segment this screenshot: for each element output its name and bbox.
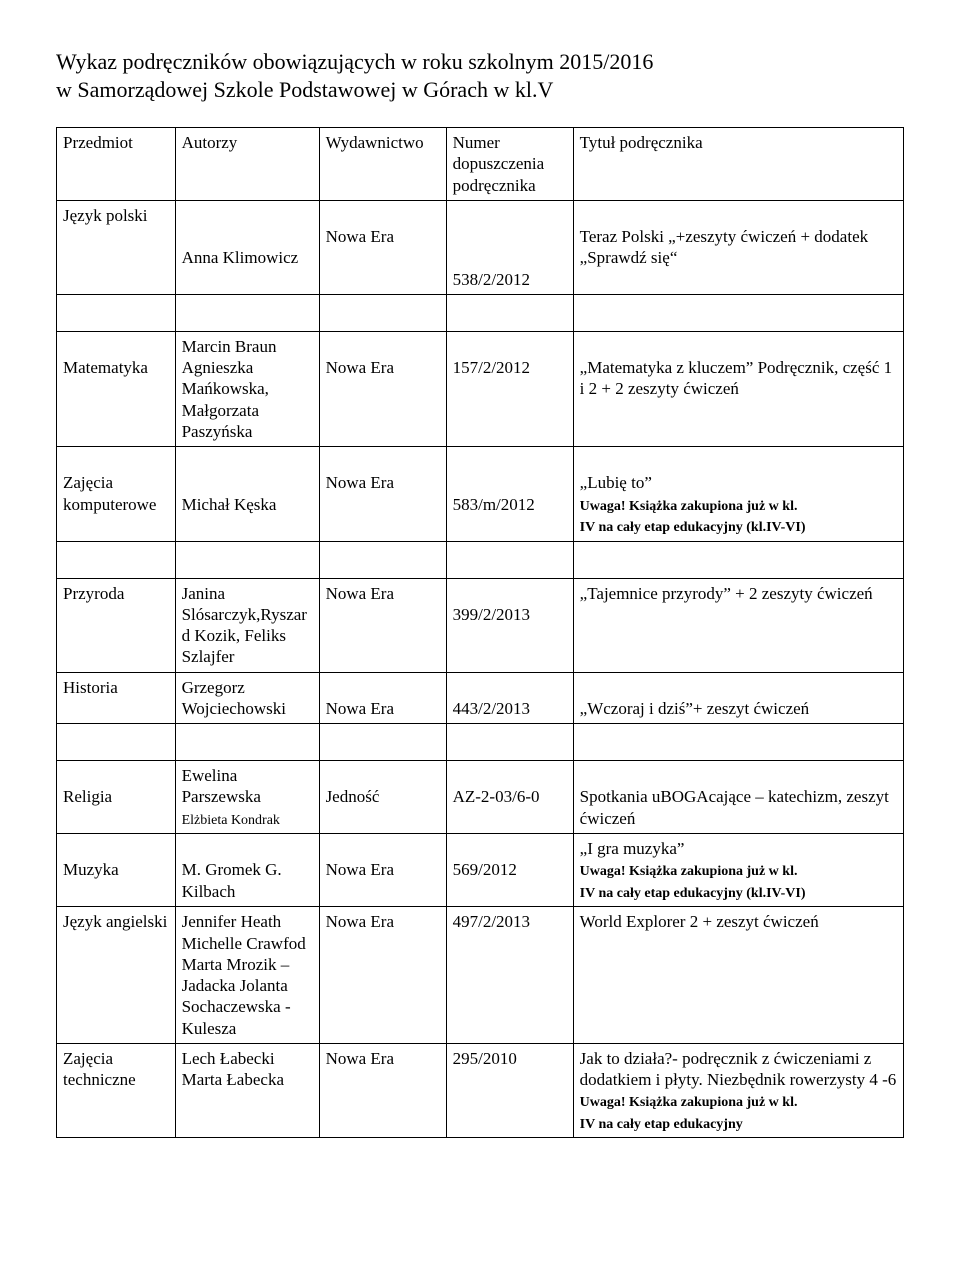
- cell-przedmiot: Matematyka: [57, 331, 176, 446]
- header-autorzy: Autorzy: [175, 128, 319, 201]
- table-row: Język polski Anna Klimowicz Nowa Era 538…: [57, 200, 904, 294]
- cell-numer: 497/2/2013: [446, 907, 573, 1044]
- header-wydawnictwo: Wydawnictwo: [319, 128, 446, 201]
- cell-wyd: Nowa Era: [319, 907, 446, 1044]
- cell-numer: 295/2010: [446, 1043, 573, 1138]
- table-row: Zajęcia techniczne Lech Łabecki Marta Ła…: [57, 1043, 904, 1138]
- cell-autorzy: Marcin Braun Agnieszka Mańkowska, Małgor…: [175, 331, 319, 446]
- table-row: Matematyka Marcin Braun Agnieszka Mańkow…: [57, 331, 904, 446]
- cell-tytul: Jak to działa?- podręcznik z ćwiczeniami…: [573, 1043, 903, 1138]
- cell-przedmiot: Religia: [57, 761, 176, 834]
- header-tytul: Tytuł podręcznika: [573, 128, 903, 201]
- header-numer: Numer dopuszczenia podręcznika: [446, 128, 573, 201]
- cell-tytul: „Tajemnice przyrody” + 2 zeszyty ćwiczeń: [573, 578, 903, 672]
- cell-przedmiot: Przyroda: [57, 578, 176, 672]
- title-line-1: Wykaz podręczników obowiązujących w roku…: [56, 49, 653, 74]
- table-row: Przyroda Janina Slósarczyk,Ryszard Kozik…: [57, 578, 904, 672]
- cell-numer: 538/2/2012: [446, 200, 573, 294]
- cell-wyd: Nowa Era: [319, 331, 446, 446]
- cell-przedmiot: Język angielski: [57, 907, 176, 1044]
- table-row: Zajęcia komputerowe Michał Kęska Nowa Er…: [57, 447, 904, 542]
- cell-wyd: Jedność: [319, 761, 446, 834]
- cell-autorzy: Jennifer Heath Michelle Crawfod Marta Mr…: [175, 907, 319, 1044]
- cell-wyd: Nowa Era: [319, 578, 446, 672]
- cell-tytul: World Explorer 2 + zeszyt ćwiczeń: [573, 907, 903, 1044]
- cell-numer: 443/2/2013: [446, 672, 573, 724]
- header-przedmiot: Przedmiot: [57, 128, 176, 201]
- cell-wyd: Nowa Era: [319, 447, 446, 542]
- document-title: Wykaz podręczników obowiązujących w roku…: [56, 48, 904, 103]
- table-header-row: Przedmiot Autorzy Wydawnictwo Numer dopu…: [57, 128, 904, 201]
- cell-autorzy: Lech Łabecki Marta Łabecka: [175, 1043, 319, 1138]
- cell-przedmiot: Zajęcia komputerowe: [57, 447, 176, 542]
- textbook-table: Przedmiot Autorzy Wydawnictwo Numer dopu…: [56, 127, 904, 1138]
- table-row: Muzyka M. Gromek G. Kilbach Nowa Era 569…: [57, 834, 904, 907]
- title-line-2: w Samorządowej Szkole Podstawowej w Góra…: [56, 77, 553, 102]
- table-row: Język angielski Jennifer Heath Michelle …: [57, 907, 904, 1044]
- cell-przedmiot: Język polski: [57, 200, 176, 294]
- cell-numer: 399/2/2013: [446, 578, 573, 672]
- cell-tytul: Spotkania uBOGAcające – katechizm, zeszy…: [573, 761, 903, 834]
- cell-wyd: Nowa Era: [319, 834, 446, 907]
- cell-wyd: Nowa Era: [319, 672, 446, 724]
- cell-tytul: „Wczoraj i dziś”+ zeszyt ćwiczeń: [573, 672, 903, 724]
- cell-numer: 583/m/2012: [446, 447, 573, 542]
- cell-wyd: Nowa Era: [319, 1043, 446, 1138]
- cell-tytul: „Matematyka z kluczem” Podręcznik, część…: [573, 331, 903, 446]
- cell-przedmiot: Muzyka: [57, 834, 176, 907]
- cell-tytul: Teraz Polski „+zeszyty ćwiczeń + dodatek…: [573, 200, 903, 294]
- cell-wyd: Nowa Era: [319, 200, 446, 294]
- cell-przedmiot: Zajęcia techniczne: [57, 1043, 176, 1138]
- cell-autorzy: M. Gromek G. Kilbach: [175, 834, 319, 907]
- cell-autorzy: Michał Kęska: [175, 447, 319, 542]
- cell-autorzy: Grzegorz Wojciechowski: [175, 672, 319, 724]
- cell-autorzy: Anna Klimowicz: [175, 200, 319, 294]
- cell-przedmiot: Historia: [57, 672, 176, 724]
- cell-tytul: „I gra muzyka” Uwaga! Książka zakupiona …: [573, 834, 903, 907]
- cell-autorzy: Ewelina Parszewska Elżbieta Kondrak: [175, 761, 319, 834]
- cell-numer: 157/2/2012: [446, 331, 573, 446]
- cell-numer: AZ-2-03/6-0: [446, 761, 573, 834]
- cell-numer: 569/2012: [446, 834, 573, 907]
- cell-tytul: „Lubię to” Uwaga! Książka zakupiona już …: [573, 447, 903, 542]
- table-row: Historia Grzegorz Wojciechowski Nowa Era…: [57, 672, 904, 724]
- table-row: Religia Ewelina Parszewska Elżbieta Kond…: [57, 761, 904, 834]
- cell-autorzy: Janina Slósarczyk,Ryszard Kozik, Feliks …: [175, 578, 319, 672]
